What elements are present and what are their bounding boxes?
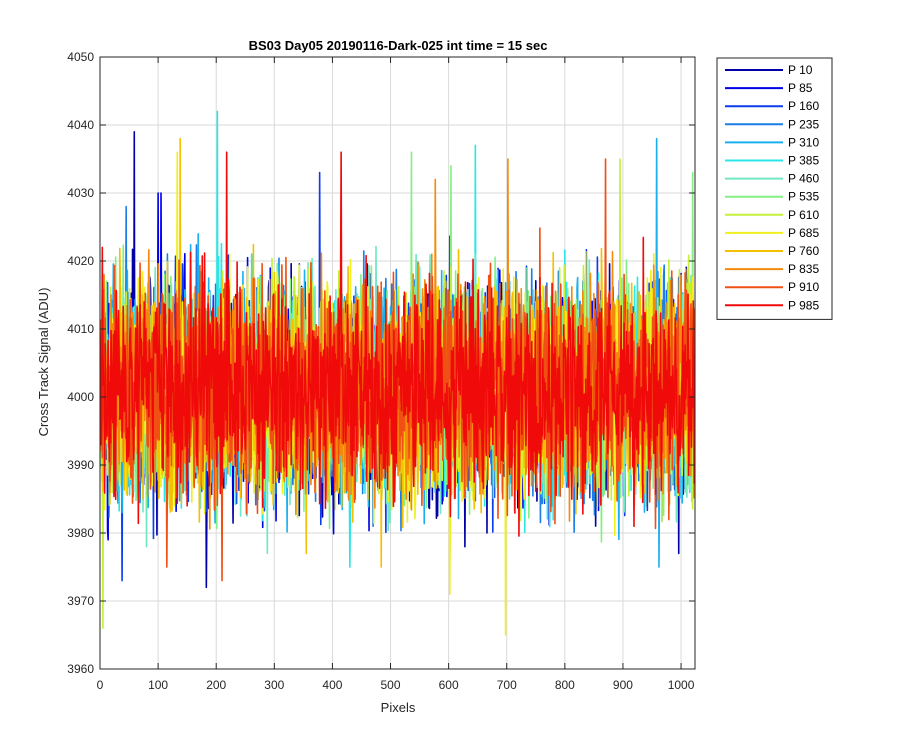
x-tick-label: 0 [97, 678, 104, 692]
y-tick-label: 3960 [67, 662, 94, 676]
x-tick-label: 100 [148, 678, 168, 692]
x-tick-label: 700 [497, 678, 517, 692]
x-tick-label: 900 [613, 678, 633, 692]
legend-label: P 460 [788, 172, 819, 186]
x-tick-label: 500 [381, 678, 401, 692]
series-layer [100, 110, 695, 636]
y-axis-label: Cross Track Signal (ADU) [36, 288, 51, 437]
series-line-p985 [100, 151, 695, 537]
y-tick-label: 3980 [67, 526, 94, 540]
legend-label: P 760 [788, 244, 819, 258]
y-tick-label: 4050 [67, 50, 94, 64]
legend-label: P 310 [788, 135, 819, 149]
x-tick-label: 800 [555, 678, 575, 692]
x-axis-label: Pixels [381, 700, 416, 715]
legend-label: P 10 [788, 63, 813, 77]
legend-label: P 85 [788, 81, 813, 95]
y-tick-label: 4040 [67, 118, 94, 132]
ticks: 0 100 200 300 400 500 600 700 800 900 1000 3960 3970… [67, 50, 695, 692]
x-tick-label: 300 [264, 678, 284, 692]
axes-box [99, 56, 696, 670]
legend-label: P 385 [788, 154, 819, 168]
legend-label: P 160 [788, 99, 819, 113]
y-tick-label: 3990 [67, 458, 94, 472]
y-tick-label: 4010 [67, 322, 94, 336]
y-tick-label: 4000 [67, 390, 94, 404]
x-tick-label: 1000 [668, 678, 695, 692]
x-tick-label: 200 [206, 678, 226, 692]
legend-label: P 985 [788, 298, 819, 312]
legend: P 10 P 85 P 160 P 235 P 310 P 385 P 460 P 535 P … [716, 57, 833, 320]
legend-label: P 235 [788, 117, 819, 131]
legend-label: P 610 [788, 208, 819, 222]
legend-label: P 685 [788, 226, 819, 240]
y-tick-label: 3970 [67, 594, 94, 608]
y-tick-label: 4030 [67, 186, 94, 200]
x-tick-label: 400 [322, 678, 342, 692]
x-tick-label: 600 [439, 678, 459, 692]
y-tick-label: 4020 [67, 254, 94, 268]
legend-label: P 535 [788, 190, 819, 204]
plot-area: 0 100 200 300 400 500 600 700 800 900 1000 3960 3970… [67, 50, 696, 692]
legend-label: P 910 [788, 280, 819, 294]
legend-label: P 835 [788, 262, 819, 276]
legend-box [716, 57, 833, 320]
chart-title: BS03 Day05 20190116-Dark-025 int time = … [249, 38, 548, 53]
